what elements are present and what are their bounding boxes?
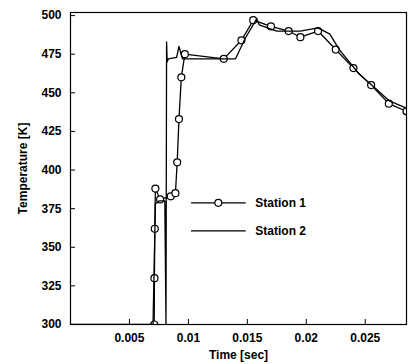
svg-text:0.02: 0.02 [295, 331, 319, 345]
svg-text:425: 425 [41, 124, 61, 138]
svg-text:Station 2: Station 2 [255, 224, 306, 238]
svg-text:400: 400 [41, 163, 61, 177]
svg-text:Temperature [K]: Temperature [K] [16, 123, 30, 215]
svg-text:500: 500 [41, 8, 61, 22]
svg-text:0.025: 0.025 [350, 331, 380, 345]
svg-text:0.01: 0.01 [177, 331, 201, 345]
svg-text:475: 475 [41, 47, 61, 61]
svg-text:350: 350 [41, 240, 61, 254]
svg-text:0.005: 0.005 [114, 331, 144, 345]
svg-text:Time [sec]: Time [sec] [209, 348, 268, 362]
svg-text:300: 300 [41, 317, 61, 331]
svg-text:450: 450 [41, 86, 61, 100]
svg-text:325: 325 [41, 279, 61, 293]
svg-text:375: 375 [41, 201, 61, 215]
svg-text:Station 1: Station 1 [255, 196, 306, 210]
svg-text:0.015: 0.015 [232, 331, 262, 345]
